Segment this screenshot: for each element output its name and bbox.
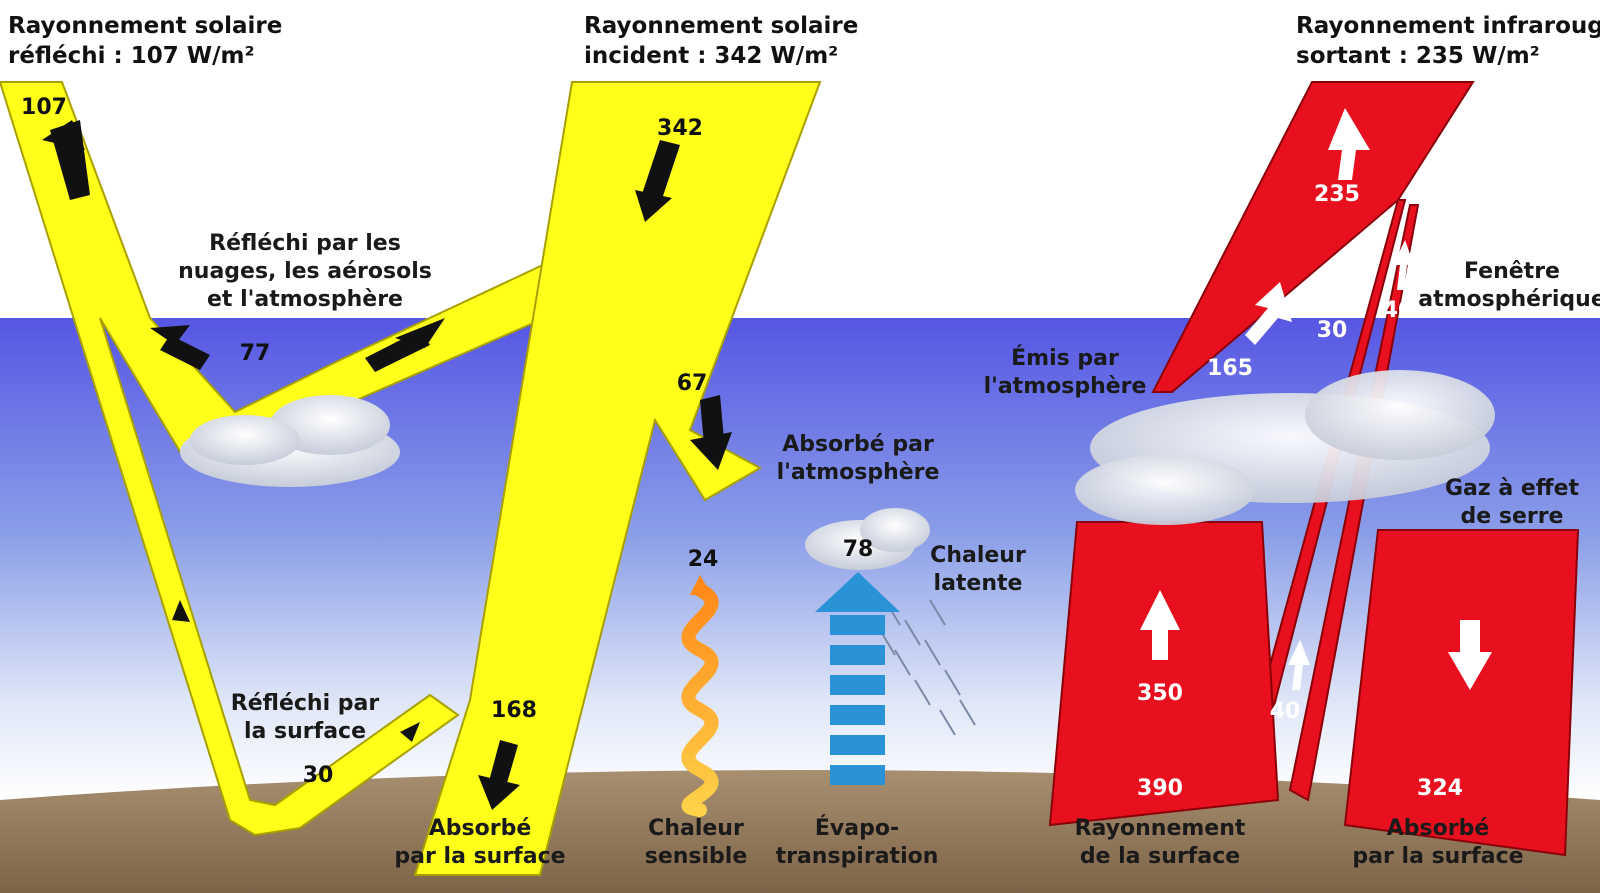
label-reflected-surface-1: Réfléchi par [231, 691, 380, 716]
rain-streaks [879, 599, 976, 736]
cloud-left [180, 395, 400, 487]
label-emitted-atm-1: Émis par [1011, 345, 1119, 371]
value-reflected-surface: 30 [303, 763, 334, 788]
ir-arrows [1140, 108, 1492, 690]
label-greenhouse-1: Gaz à effet [1445, 476, 1580, 501]
arrow-small-up-icon [172, 600, 190, 622]
label-reflected-clouds-2: nuages, les aérosols [178, 259, 432, 284]
solar-incident-band [413, 81, 822, 876]
label-latent-1: Chaleur [930, 543, 1026, 568]
header-reflected-line1: Rayonnement solaire [8, 13, 282, 39]
label-absorbed-atm-2: l'atmosphère [777, 460, 940, 485]
value-window-40-top: 40 [1383, 298, 1414, 323]
value-reflected-clouds: 77 [240, 341, 271, 366]
arrow-down-incident-head-icon [635, 190, 672, 222]
value-reflected-total: 107 [21, 95, 67, 120]
sensible-heat-arrowhead [690, 575, 712, 595]
value-window-30: 30 [1317, 318, 1348, 343]
label-latent-2: latente [934, 571, 1023, 596]
label-absorbed-surface-1: Absorbé [429, 816, 532, 841]
value-sensible-heat: 24 [688, 547, 719, 572]
header-outgoing-line2: sortant : 235 W/m² [1296, 43, 1540, 69]
label-reflected-clouds-3: et l'atmosphère [207, 287, 403, 312]
value-back-radiation: 324 [1417, 776, 1463, 801]
arrow-reflected-clouds-body-icon [160, 335, 210, 370]
ir-back-radiation-band [1343, 529, 1580, 857]
arrow-window-top-icon [1393, 240, 1414, 290]
label-emitted-atm-2: l'atmosphère [984, 374, 1147, 399]
header-reflected-line2: réfléchi : 107 W/m² [8, 43, 255, 69]
arrow-absorbed-atm-head-icon [690, 432, 732, 470]
label-surface-rad-2: de la surface [1080, 844, 1240, 869]
label-sensible-1: Chaleur [648, 816, 744, 841]
arrow-up-reflected-head-icon [42, 120, 85, 150]
cloud-right [1075, 370, 1495, 525]
value-outgoing-ir: 235 [1314, 182, 1360, 207]
label-absorbed-surface-ir-1: Absorbé [1387, 816, 1490, 841]
label-surface-rad-1: Rayonnement [1075, 816, 1246, 841]
sensible-heat-wave [681, 583, 719, 817]
value-window-40-bottom: 40 [1270, 699, 1301, 724]
label-sensible-2: sensible [645, 844, 748, 869]
arrow-small-left-icon [400, 722, 420, 742]
label-reflected-clouds-1: Réfléchi par les [209, 231, 401, 256]
label-window-1: Fenêtre [1464, 259, 1560, 284]
ir-emitted-atmosphere-band [1151, 81, 1475, 393]
arrow-up-outgoing-icon [1328, 108, 1370, 180]
label-greenhouse-2: de serre [1461, 504, 1564, 529]
arrow-down-incident-icon [640, 140, 680, 205]
label-absorbed-surface-ir-2: par la surface [1352, 844, 1523, 869]
value-absorbed-atm: 67 [677, 371, 708, 396]
label-window-2: atmosphérique [1418, 287, 1600, 312]
header-outgoing-line1: Rayonnement infrarouge [1296, 13, 1600, 39]
value-absorbed-surface: 168 [491, 698, 537, 723]
value-latent-heat: 78 [843, 537, 874, 562]
arrow-to-clouds-body-icon [365, 330, 430, 372]
arrow-window-30-icon [1338, 268, 1364, 310]
value-surface-up: 350 [1137, 681, 1183, 706]
arrow-up-surface-icon [1140, 590, 1180, 660]
label-absorbed-atm-1: Absorbé par [782, 432, 934, 457]
arrow-absorbed-surface-head-icon [478, 775, 520, 810]
label-evapo-1: Évapo- [815, 815, 899, 841]
header-incident-line1: Rayonnement solaire [584, 13, 858, 39]
arrow-emitted-atm-icon [1245, 282, 1292, 345]
label-evapo-2: transpiration [776, 844, 939, 869]
value-emitted-atm: 165 [1207, 356, 1253, 381]
header-incident-line2: incident : 342 W/m² [584, 43, 838, 69]
label-absorbed-surface-2: par la surface [394, 844, 565, 869]
cloud-evapo [805, 508, 930, 570]
arrow-down-back-icon [1448, 620, 1492, 690]
solar-arrows [42, 120, 732, 810]
value-incident: 342 [657, 116, 703, 141]
label-reflected-surface-2: la surface [244, 719, 366, 744]
arrow-absorbed-surface-icon [488, 740, 518, 790]
ir-window-band-2 [1288, 204, 1420, 802]
value-surface-total: 390 [1137, 776, 1183, 801]
arrow-window-bottom-icon [1288, 640, 1310, 690]
evapo-arrow [815, 572, 900, 785]
